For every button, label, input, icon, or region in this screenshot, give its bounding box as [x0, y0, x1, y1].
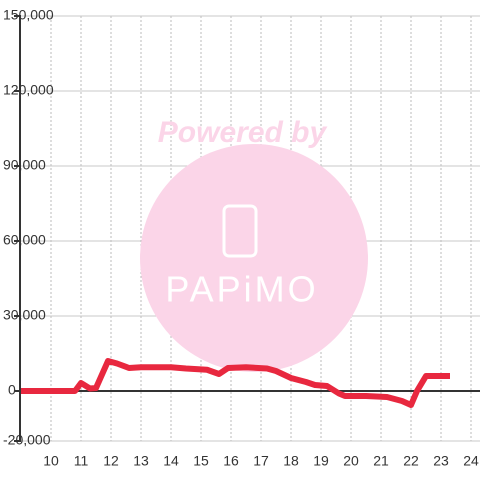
x-tick-label: 13	[133, 453, 149, 469]
x-tick-label: 20	[343, 453, 359, 469]
y-tick-label: 90,000	[3, 157, 46, 173]
x-tick-label: 10	[43, 453, 59, 469]
y-tick-label: -20,000	[3, 432, 51, 448]
x-tick-label: 24	[463, 453, 479, 469]
watermark-logo: PAPiMO	[165, 269, 318, 310]
y-tick-label: 30,000	[3, 307, 46, 323]
watermark-circle	[140, 144, 368, 372]
x-tick-label: 23	[433, 453, 449, 469]
y-tick-label: 150,000	[3, 7, 54, 23]
x-tick-label: 19	[313, 453, 329, 469]
watermark-phone	[222, 204, 258, 258]
x-tick-label: 22	[403, 453, 419, 469]
x-tick-label: 11	[74, 453, 89, 469]
watermark-text: Powered by	[158, 116, 328, 149]
x-tick-label: 16	[223, 453, 239, 469]
x-tick-label: 12	[103, 453, 119, 469]
y-tick-label: 120,000	[3, 82, 54, 98]
y-tick-label: 0	[8, 382, 16, 398]
x-tick-label: 18	[283, 453, 299, 469]
watermark: Powered by PAPiMO	[140, 116, 368, 372]
x-tick-label: 14	[163, 453, 179, 469]
x-tick-label: 17	[253, 453, 269, 469]
y-tick-label: 60,000	[3, 232, 46, 248]
x-tick-label: 21	[373, 453, 389, 469]
x-tick-label: 15	[193, 453, 209, 469]
data-line	[21, 358, 450, 408]
